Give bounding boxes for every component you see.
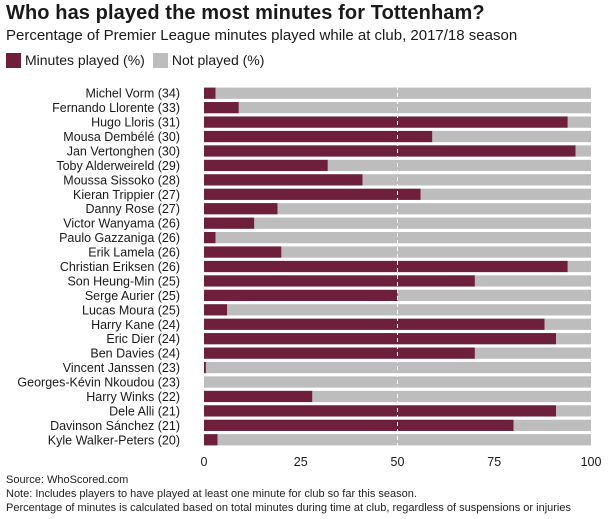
x-tick-label-2: 50 [391, 455, 405, 469]
category-label-13: Son Heung-Min (25) [67, 274, 180, 288]
x-tick-label-3: 75 [487, 455, 501, 469]
bar-played-15 [204, 304, 228, 316]
category-label-7: Kieran Trippier (27) [73, 188, 180, 202]
legend-label-played: Minutes played (%) [25, 52, 145, 68]
category-label-17: Eric Dier (24) [106, 332, 180, 346]
bar-not-played-11 [281, 246, 591, 258]
bar-not-played-12 [567, 260, 591, 273]
bar-not-played-19 [205, 361, 591, 374]
category-label-24: Kyle Walker-Peters (20) [48, 433, 180, 447]
bar-not-played-6 [362, 174, 591, 186]
bar-played-0 [204, 87, 216, 99]
bar-played-2 [204, 116, 568, 128]
bar-not-played-18 [474, 347, 591, 359]
bar-played-3 [204, 130, 433, 143]
bar-played-16 [204, 318, 545, 330]
category-label-8: Danny Rose (27) [86, 202, 181, 216]
bar-played-11 [204, 246, 282, 258]
x-tick-label-4: 100 [581, 455, 602, 469]
bar-not-played-0 [215, 87, 592, 99]
category-label-9: Victor Wanyama (26) [63, 217, 180, 231]
bar-played-4 [204, 145, 576, 157]
legend-swatch-not-played [152, 52, 168, 68]
bar-played-9 [204, 217, 255, 229]
category-label-10: Paulo Gazzaniga (26) [59, 231, 180, 245]
category-label-14: Serge Aurier (25) [85, 289, 180, 303]
bar-not-played-4 [575, 145, 591, 157]
category-label-22: Dele Alli (21) [109, 404, 180, 418]
chart-title: Who has played the most minutes for Tott… [6, 2, 485, 24]
bar-played-10 [204, 231, 216, 244]
legend-swatch-played [6, 52, 21, 68]
category-label-3: Mousa Dembélé (30) [63, 130, 180, 144]
footer-source: Source: WhoScored.com [6, 474, 129, 486]
bar-played-7 [204, 188, 421, 200]
bar-played-14 [204, 289, 398, 302]
bar-not-played-14 [397, 289, 591, 302]
bar-played-8 [204, 203, 278, 215]
category-label-23: Davinson Sánchez (21) [50, 419, 180, 433]
category-label-5: Toby Alderweireld (29) [56, 159, 180, 173]
bar-not-played-21 [312, 390, 591, 403]
category-label-15: Lucas Moura (25) [82, 303, 180, 317]
x-tick-label-1: 25 [294, 455, 308, 469]
category-label-21: Harry Winks (22) [86, 390, 180, 404]
bar-not-played-15 [227, 304, 591, 316]
footer-method: Percentage of minutes is calculated base… [6, 502, 571, 514]
bar-not-played-8 [277, 203, 591, 215]
bar-played-24 [204, 434, 218, 446]
bar-not-played-3 [432, 130, 591, 143]
bar-played-17 [204, 333, 557, 345]
bar-not-played-13 [474, 275, 591, 287]
bar-not-played-9 [254, 217, 591, 229]
bar-played-5 [204, 159, 328, 172]
category-label-0: Michel Vorm (34) [86, 87, 180, 101]
bar-not-played-17 [556, 333, 591, 345]
bar-not-played-16 [544, 318, 591, 330]
bar-not-played-1 [238, 102, 591, 114]
category-label-6: Moussa Sissoko (28) [63, 173, 180, 187]
bar-played-6 [204, 174, 363, 186]
chart-subtitle: Percentage of Premier League minutes pla… [6, 27, 518, 44]
bar-played-21 [204, 390, 313, 403]
bar-not-played-5 [327, 159, 591, 172]
bar-played-13 [204, 275, 475, 287]
bar-played-12 [204, 260, 568, 273]
category-label-19: Vincent Janssen (23) [63, 361, 180, 375]
category-label-1: Fernando Llorente (33) [52, 101, 180, 115]
category-label-16: Harry Kane (24) [91, 318, 180, 332]
footer-note: Note: Includes players to have played at… [6, 488, 417, 500]
legend-item-played: Minutes played (%) [6, 52, 145, 68]
bar-played-23 [204, 419, 514, 431]
x-tick-label-0: 0 [201, 455, 208, 469]
chart-legend: Minutes played (%) Not played (%) [6, 52, 272, 68]
bar-played-1 [204, 102, 239, 114]
bar-played-19 [204, 361, 206, 374]
bar-not-played-7 [420, 188, 591, 200]
category-label-11: Erik Lamela (26) [88, 246, 180, 260]
bar-not-played-24 [217, 434, 592, 446]
legend-label-not-played: Not played (%) [171, 52, 265, 68]
bar-not-played-23 [513, 419, 591, 431]
bar-played-22 [204, 405, 557, 417]
bar-not-played-10 [215, 231, 592, 244]
bar-not-played-2 [567, 116, 591, 128]
legend-item-not-played: Not played (%) [152, 52, 265, 68]
category-label-2: Hugo Lloris (31) [91, 116, 180, 130]
bar-not-played-22 [556, 405, 591, 417]
category-label-20: Georges-Kévin Nkoudou (23) [17, 376, 180, 390]
category-label-4: Jan Vertonghen (30) [67, 144, 180, 158]
category-label-12: Christian Eriksen (26) [60, 260, 180, 274]
category-label-18: Ben Davies (24) [90, 347, 180, 361]
bar-played-18 [204, 347, 475, 359]
